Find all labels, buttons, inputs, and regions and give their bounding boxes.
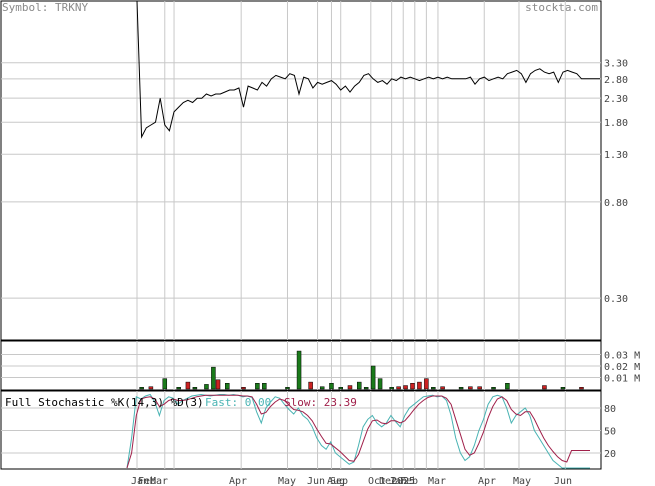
volume-y-ticks: 0.03 M0.02 M0.01 M — [604, 351, 640, 385]
volume-bar — [185, 381, 191, 390]
volume-bar — [347, 385, 353, 390]
volume-bar — [389, 387, 394, 390]
volume-bar — [579, 387, 584, 390]
price-tick-label: 0.80 — [604, 198, 628, 209]
volume-bar — [211, 366, 216, 390]
price-tick-label: 1.80 — [604, 118, 628, 129]
price-tick-label: 2.80 — [604, 75, 628, 86]
x-tick-label: May — [513, 476, 531, 486]
stochastic-panel: 80 50 20 Full Stochastic %K(14,3) %D(3) Fa… — [0, 390, 616, 470]
price-grid — [1, 1, 601, 340]
volume-bar — [458, 387, 464, 390]
slow-label: Slow: 23.39 — [284, 396, 357, 409]
volume-bar — [285, 387, 290, 390]
volume-bar — [542, 385, 547, 390]
volume-bar — [296, 350, 302, 390]
stochastic-tick-label: 50 — [604, 427, 616, 438]
volume-bar — [204, 384, 209, 390]
x-tick-label: Dec — [379, 476, 397, 486]
x-tick-label: Feb — [138, 476, 156, 486]
stochastic-tick-label: 20 — [604, 449, 616, 460]
x-tick-label: Jan — [389, 476, 407, 486]
volume-bar — [148, 386, 154, 390]
volume-bar — [329, 383, 334, 390]
x-tick-label: Mar — [428, 476, 446, 486]
volume-bar — [363, 387, 369, 390]
x-tick-label: Jun — [554, 476, 572, 486]
stochastic-grid — [1, 391, 601, 469]
price-tick-label: 2.30 — [604, 94, 628, 105]
x-tick-label: Mar — [150, 476, 168, 486]
x-tick-label: May — [278, 476, 296, 486]
volume-bar — [192, 387, 198, 390]
fast-label: Fast: 0.00 — [205, 396, 271, 409]
x-tick-label: Feb — [400, 476, 418, 486]
price-panel: 3.30 2.80 2.30 1.80 1.30 0.80 0.30 — [0, 0, 628, 341]
x-tick-label: Apr — [478, 476, 496, 486]
symbol-label: Symbol: TRKNY — [2, 1, 88, 14]
volume-bar — [370, 365, 376, 390]
volume-bar — [396, 386, 401, 390]
x-tick-label: Jan — [131, 476, 149, 486]
volume-tick-label: 0.02 M — [604, 362, 640, 373]
x-tick-label: Jun — [307, 476, 325, 486]
volume-bar — [215, 379, 221, 390]
price-tick-label: 0.30 — [604, 294, 628, 305]
volume-bar — [255, 383, 260, 390]
volume-bar — [262, 383, 267, 390]
x-tick-label: Apr — [229, 476, 247, 486]
volume-bar — [338, 387, 343, 390]
price-line — [136, 0, 600, 139]
x-tick-label: 2025 — [391, 476, 415, 486]
volume-bar — [468, 386, 473, 390]
volume-bar — [319, 386, 325, 390]
volume-bar — [162, 378, 168, 390]
stochastic-tick-label: 80 — [604, 404, 616, 415]
volume-bar — [424, 378, 429, 390]
stochastic-y-ticks: 80 50 20 — [604, 404, 616, 460]
volume-bar — [403, 385, 408, 390]
price-y-ticks: 3.30 2.80 2.30 1.80 1.30 0.80 0.30 — [604, 59, 628, 305]
volume-bar — [377, 378, 383, 390]
x-tick-label: Sep — [330, 476, 348, 486]
price-tick-label: 3.30 — [604, 59, 628, 70]
volume-panel: 0.03 M0.02 M0.01 M — [0, 340, 640, 391]
volume-bar — [176, 387, 181, 390]
x-tick-label: Aug — [327, 476, 345, 486]
volume-bar — [308, 381, 313, 390]
stochastic-title: Full Stochastic %K(14,3) %D(3) — [5, 396, 204, 409]
volume-bar — [139, 387, 144, 390]
volume-bar — [225, 383, 230, 390]
site-label: stockta.com — [525, 1, 598, 14]
price-panel-frame — [0, 0, 602, 341]
volume-bar — [410, 383, 415, 390]
slow-d-line — [126, 394, 590, 469]
volume-bar — [241, 387, 246, 390]
volume-bar — [440, 386, 445, 390]
volume-bar — [505, 383, 510, 390]
volume-bar — [477, 386, 482, 390]
volume-bar — [431, 387, 436, 390]
volume-bars — [139, 350, 584, 390]
x-tick-label: Oct — [368, 476, 386, 486]
volume-bar — [491, 387, 496, 390]
volume-tick-label: 0.03 M — [604, 351, 640, 362]
volume-bar — [560, 387, 566, 390]
price-tick-label: 1.30 — [604, 150, 628, 161]
volume-tick-label: 0.01 M — [604, 374, 640, 385]
volume-bar — [356, 381, 362, 390]
volume-bar — [417, 381, 422, 390]
